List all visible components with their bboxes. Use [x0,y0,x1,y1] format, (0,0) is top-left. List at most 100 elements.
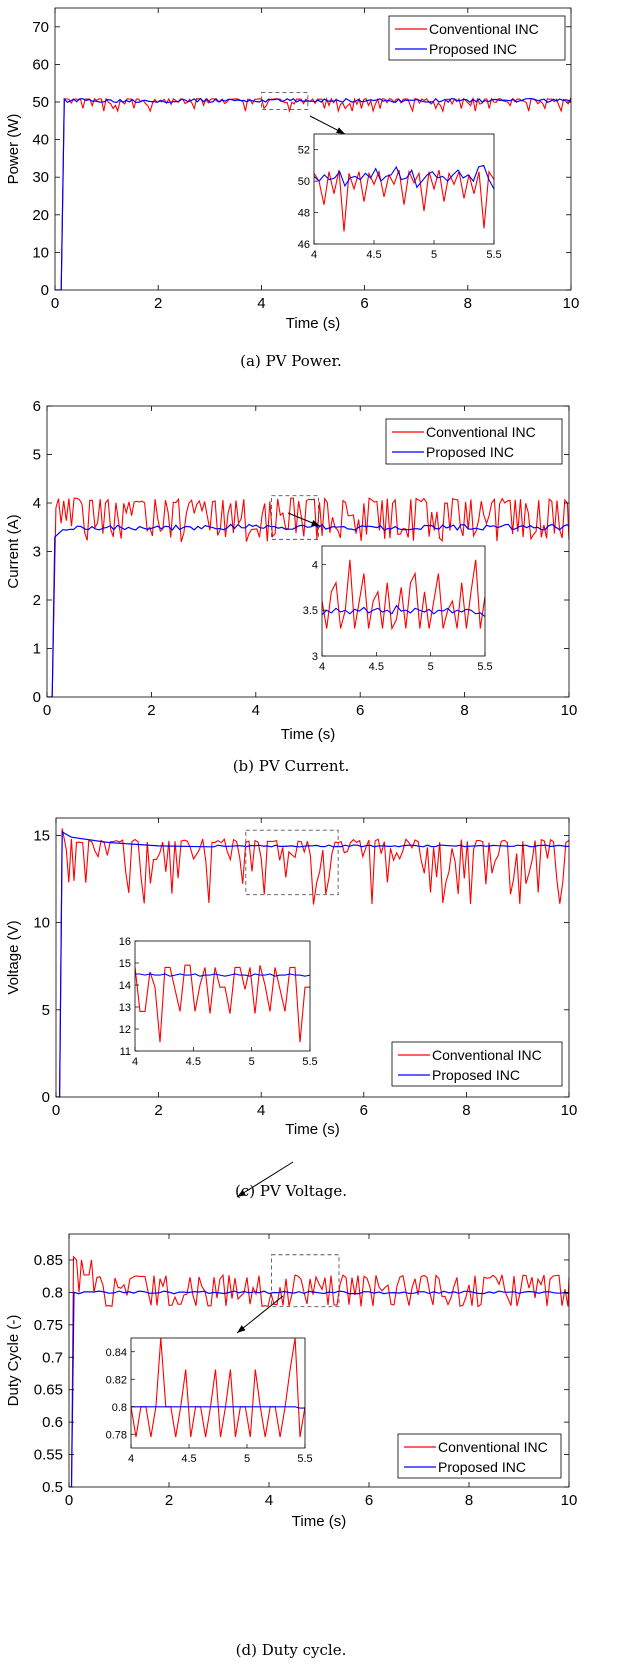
duty-ytick-label: 0.5 [42,1479,63,1496]
power-inset-xtick-label: 5.5 [486,249,501,261]
duty-inset-ytick-label: 0.8 [112,1402,127,1414]
voltage-ytick-label: 15 [33,827,50,844]
voltage-inset-ytick-label: 11 [120,1046,131,1058]
voltage-inset-xtick-label: 5.5 [302,1056,317,1068]
voltage-inset: 4 4.5 5 5.5 11 12 13 14 15 16 [119,936,318,1068]
voltage-ylabel: Voltage (V) [5,920,22,994]
power-inset-xtick-label: 4 [311,249,317,261]
current-ytick-label: 2 [33,592,41,609]
current-xlabel: Time (s) [281,726,335,743]
power-xtick-label: 8 [464,295,472,312]
power-xtick-label: 2 [154,295,162,312]
power-xtick-label: 0 [51,295,59,312]
duty-xtick-label: 10 [561,1492,578,1509]
current-inset-ytick-label: 4 [312,559,318,571]
voltage-inset-ytick-label: 12 [119,1024,131,1036]
current-series-conventional [47,496,569,697]
power-xtick-label: 10 [563,295,580,312]
voltage-inset-series-proposed [135,973,310,977]
voltage-xtick-label: 4 [257,1102,265,1119]
duty-inset-ytick-label: 0.82 [106,1374,127,1386]
voltage-axes-box [55,817,570,1098]
current-ytick-label: 0 [33,689,41,706]
current-xtick-label: 8 [460,702,468,719]
current-inset-series-proposed [322,604,485,618]
power-inset-xtick-label: 4.5 [366,249,381,261]
duty-ytick-label: 0.65 [34,1382,63,1399]
current-xtick-label: 2 [147,702,155,719]
power-ytick-label: 0 [41,282,49,299]
current-ytick-label: 4 [33,495,41,512]
voltage-xtick-label: 8 [462,1102,470,1119]
power-ytick-label: 40 [32,132,49,149]
power-inset-ytick-label: 52 [298,145,310,157]
duty-inset-series-conventional [131,1338,305,1438]
voltage-inset-ytick-label: 16 [119,936,131,948]
power-series-proposed [55,97,571,290]
duty-chart: 0 2 4 6 8 100.50.550.60.650.70.750.80.85Time … [5,1233,578,1659]
voltage-xtick-label: 0 [52,1102,60,1119]
current-inset-xtick-label: 5 [428,661,434,673]
duty-inset-ytick-label: 0.78 [106,1429,127,1441]
power-xtick-label: 6 [360,295,368,312]
current-xtick-label: 6 [356,702,364,719]
current-legend-label: Conventional INC [426,424,536,440]
power-ytick-label: 30 [32,169,49,186]
duty-inset-xtick-label: 5.5 [297,1453,312,1465]
duty-zoom-window [271,1254,340,1308]
voltage-inset-ytick-label: 13 [119,1002,131,1014]
power-inset: 4 4.5 5 5.5 46 48 50 52 [298,133,502,261]
power-inset-ytick-label: 48 [298,208,310,220]
current-ytick-label: 1 [33,641,41,658]
power-inset-ytick-label: 50 [298,176,310,188]
power-inset-xtick-label: 5 [431,249,437,261]
power-xlabel: Time (s) [286,315,340,332]
duty-ytick-label: 0.85 [34,1252,63,1269]
duty-xtick-label: 2 [165,1492,173,1509]
current-inset-series-conventional [322,559,485,631]
voltage-chart: 0 2 4 6 8 10 0 5 10 15 Time (s) Voltage (V) (c) PV V… [5,817,578,1200]
current-ytick-label: 6 [33,398,41,415]
voltage-inset-xtick-label: 4.5 [186,1056,201,1068]
power-xtick-label: 4 [257,295,265,312]
current-xtick-label: 0 [43,702,51,719]
duty-inset-xtick-label: 4.5 [181,1453,196,1465]
voltage-xtick-label: 6 [360,1102,368,1119]
voltage-legend: Conventional INC Proposed INC [391,1041,563,1087]
power-legend: Conventional INC Proposed INC [388,15,566,61]
current-inset-xtick-label: 4.5 [369,661,384,673]
current-ylabel: Current (A) [5,514,22,588]
duty-xtick-label: 6 [365,1492,373,1509]
duty-ytick-label: 0.7 [42,1349,63,1366]
voltage-ytick-label: 10 [33,915,50,932]
voltage-inset-xtick-label: 4 [132,1056,138,1068]
voltage-caption: (c) PV Voltage. [235,1182,347,1200]
power-ytick-label: 50 [32,94,49,111]
voltage-xtick-label: 2 [154,1102,162,1119]
voltage-zoom-arrow [236,1161,294,1198]
current-series-proposed [47,523,569,697]
current-inset-ytick-label: 3 [312,651,318,663]
current-legend-label: Proposed INC [426,444,514,460]
power-axes-box [54,7,572,291]
voltage-inset-series-conventional [135,964,310,1043]
power-ytick-label: 10 [32,244,49,261]
duty-xlabel: Time (s) [292,1513,346,1530]
power-inset-series-conventional [314,169,494,232]
voltage-inset-ytick-label: 15 [119,958,131,970]
voltage-xlabel: Time (s) [285,1121,339,1138]
duty-zoom-arrow [236,1295,284,1334]
current-caption: (b) PV Current. [233,757,350,775]
duty-legend-label: Conventional INC [438,1439,548,1455]
voltage-series-conventional [56,828,569,1097]
duty-legend: Conventional INC Proposed INC [397,1433,562,1479]
duty-caption: (d) Duty cycle. [236,1641,347,1659]
current-inset: 4 4.5 5 5.5 3 3.5 4 [303,545,493,673]
current-zoom-window [271,495,319,540]
power-inset-ytick-label: 46 [298,239,310,251]
duty-ytick-label: 0.6 [42,1414,63,1431]
voltage-xtick-label: 10 [561,1102,578,1119]
power-caption: (a) PV Power. [240,352,342,370]
